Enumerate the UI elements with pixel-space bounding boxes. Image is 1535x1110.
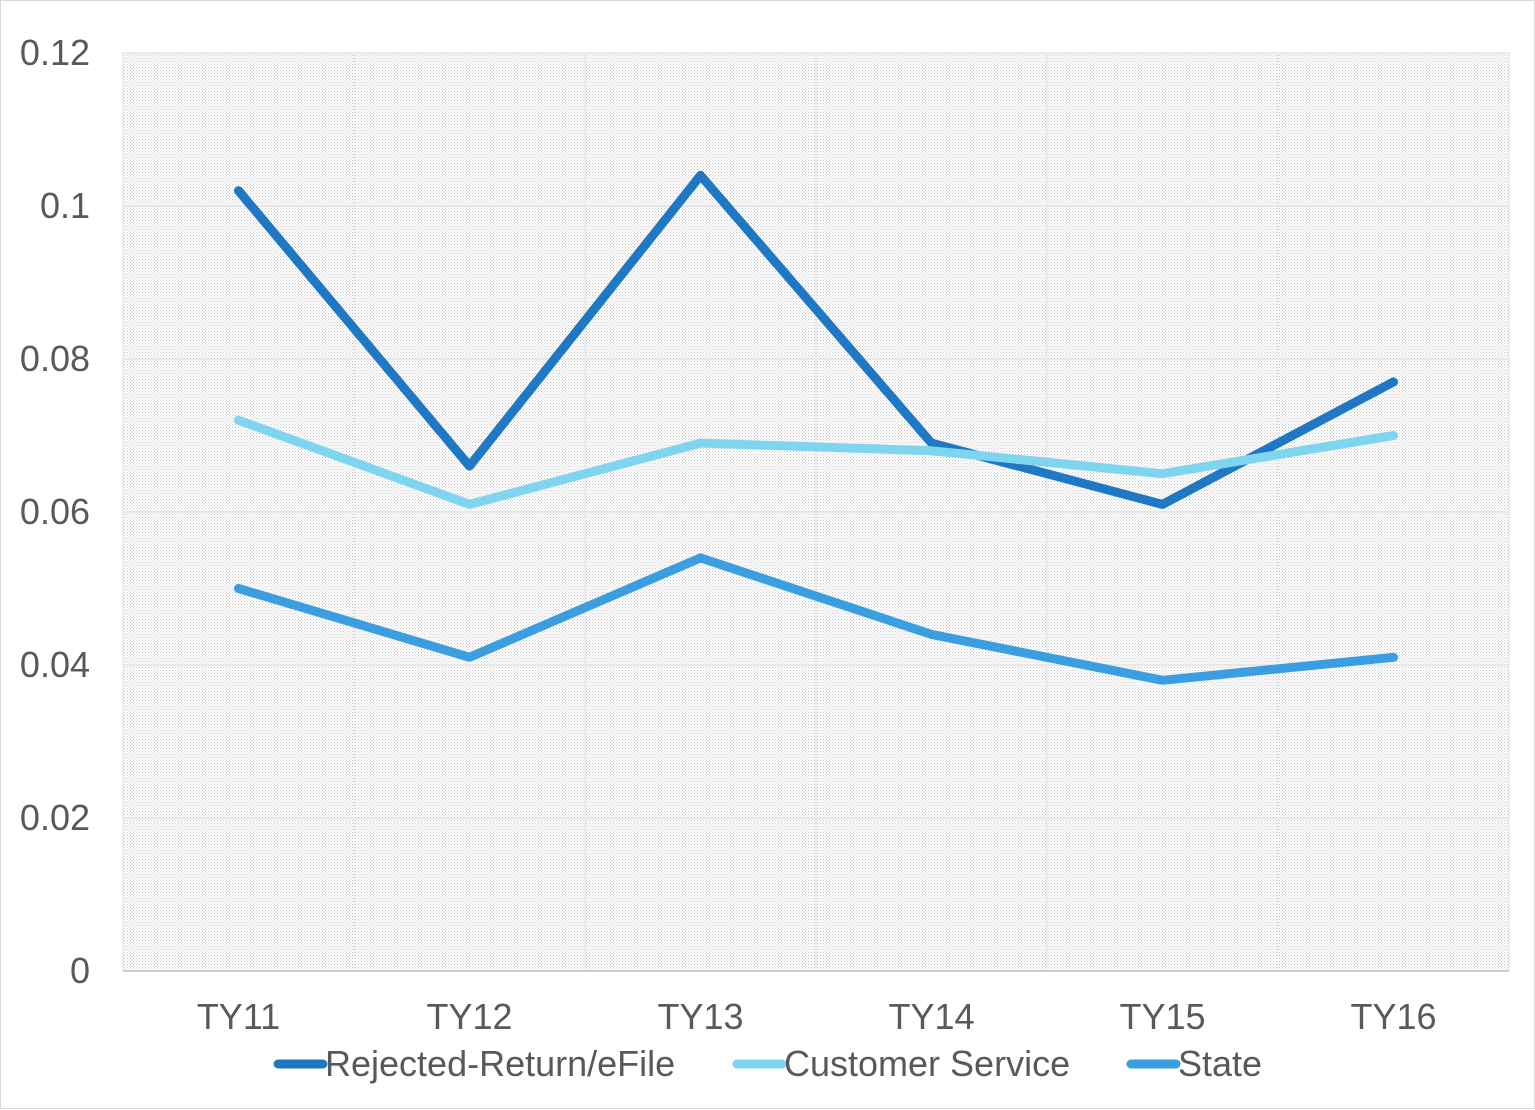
x-tick-label: TY13 xyxy=(657,996,743,1037)
series-line xyxy=(234,170,1398,509)
y-tick-label: 0.12 xyxy=(20,32,90,73)
series-line xyxy=(234,415,1398,509)
legend: Rejected-Return/eFile Customer Service Sta… xyxy=(273,1043,1262,1084)
series-lines xyxy=(234,170,1398,685)
x-tick-label: TY11 xyxy=(197,996,280,1037)
y-tick-label: 0.04 xyxy=(20,644,90,685)
x-tick-label: TY14 xyxy=(888,996,974,1037)
axes: 0 0.02 0.04 0.06 0.08 0.1 0.12 TY11 TY12 TY13 TY14… xyxy=(20,32,1509,1037)
y-tick-label: 0 xyxy=(70,950,90,991)
y-tick-label: 0.1 xyxy=(40,185,90,226)
legend-label: Rejected-Return/eFile xyxy=(325,1043,675,1084)
x-tick-label: TY16 xyxy=(1350,996,1436,1037)
series-line xyxy=(234,553,1398,685)
x-tick-label: TY12 xyxy=(426,996,512,1037)
y-tick-label: 0.06 xyxy=(20,491,90,532)
y-tick-label: 0.02 xyxy=(20,797,90,838)
legend-label: State xyxy=(1178,1043,1262,1084)
legend-label: Customer Service xyxy=(784,1043,1070,1084)
y-tick-label: 0.08 xyxy=(20,338,90,379)
x-tick-label: TY15 xyxy=(1119,996,1205,1037)
gridlines xyxy=(122,52,1510,971)
